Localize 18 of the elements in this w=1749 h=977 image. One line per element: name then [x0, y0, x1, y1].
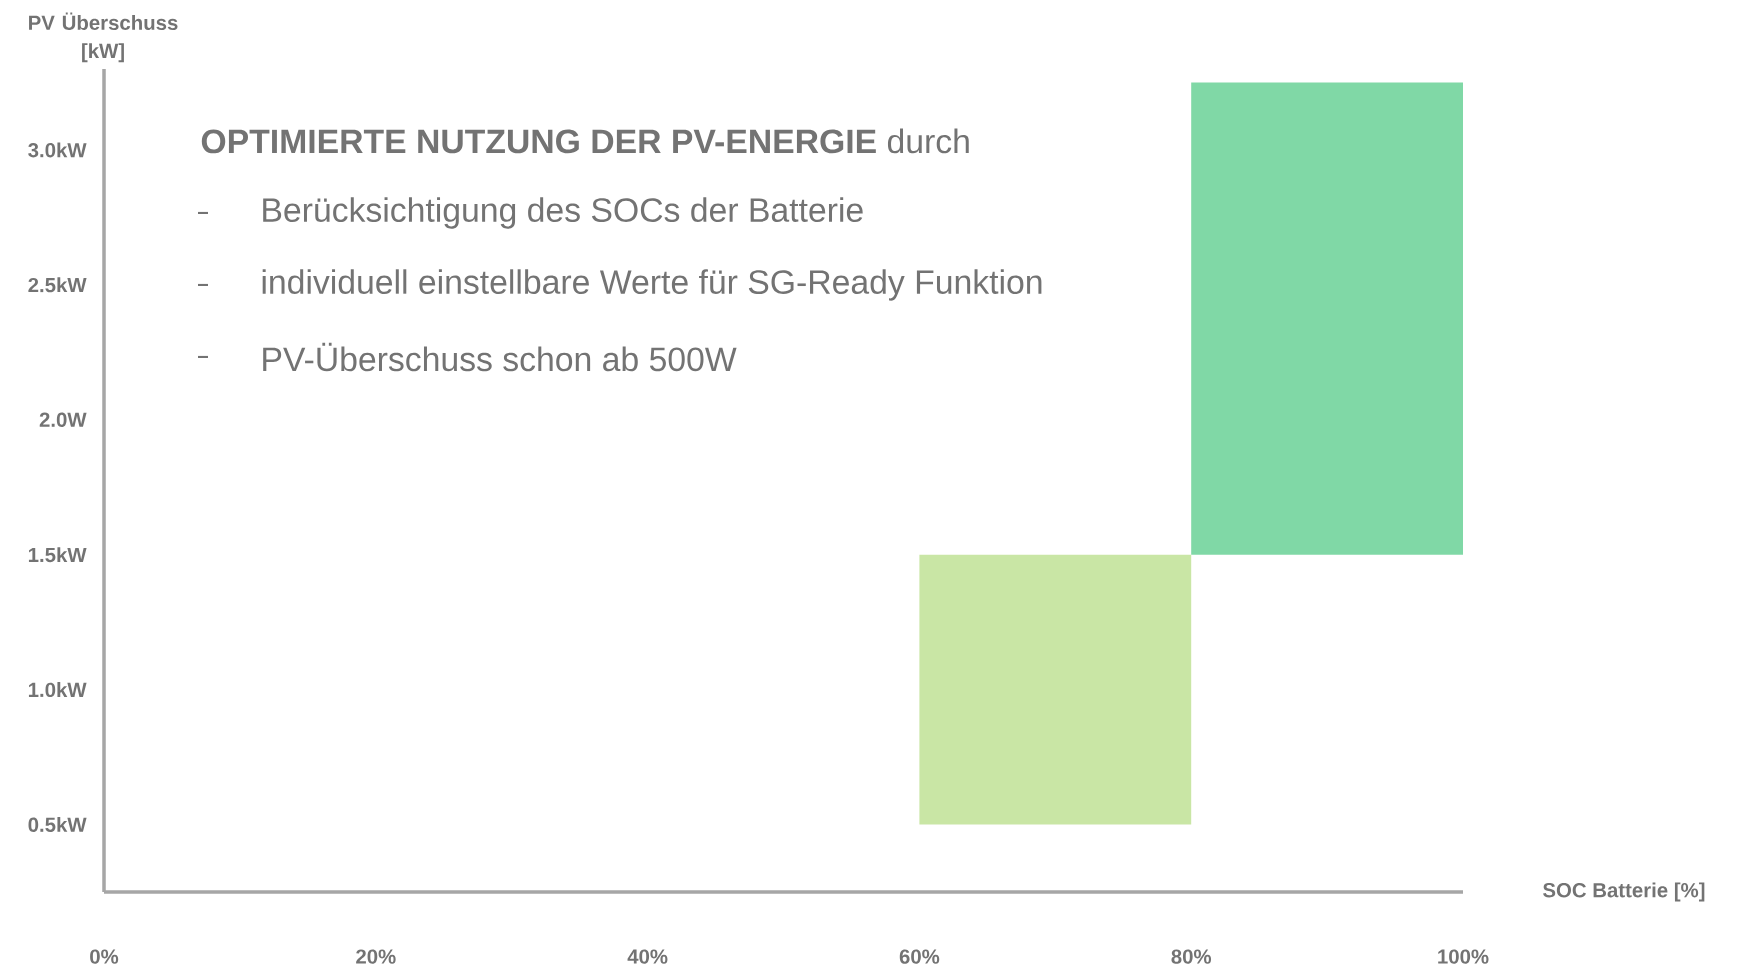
- y-tick-label: 2.0W: [39, 412, 87, 428]
- x-tick-label: 60%: [899, 949, 940, 964]
- annotation: individuell einstellbare Werte für SG-Ready Funktion: [262, 269, 1042, 301]
- y-tick-label: 3.0kW: [28, 142, 87, 158]
- x-tick-label: 80%: [1171, 949, 1212, 964]
- y-tick-label: 1.0kW: [28, 682, 87, 698]
- y-tick-label: 0.5kW: [28, 817, 87, 833]
- x-tick-label: 0%: [90, 949, 119, 964]
- x-tick-label: 20%: [356, 949, 396, 964]
- y-axis-title: PV Überschuss [kW]: [29, 12, 178, 63]
- annotation: OPTIMIERTE NUTZUNG DER PV-ENERGIE durch: [201, 128, 969, 154]
- x-tick-label: 100%: [1438, 949, 1489, 964]
- y-tick-label: 1.5kW: [28, 547, 87, 563]
- y-tick-label: 2.5kW: [28, 277, 87, 293]
- x-tick-label: 40%: [627, 949, 668, 964]
- annotation: PV-Überschuss schon ab 500W: [263, 342, 737, 372]
- x-axis-title: SOC Batterie [%]: [1543, 882, 1705, 902]
- annotation: Berücksichtigung des SOCs der Batterie: [263, 197, 863, 229]
